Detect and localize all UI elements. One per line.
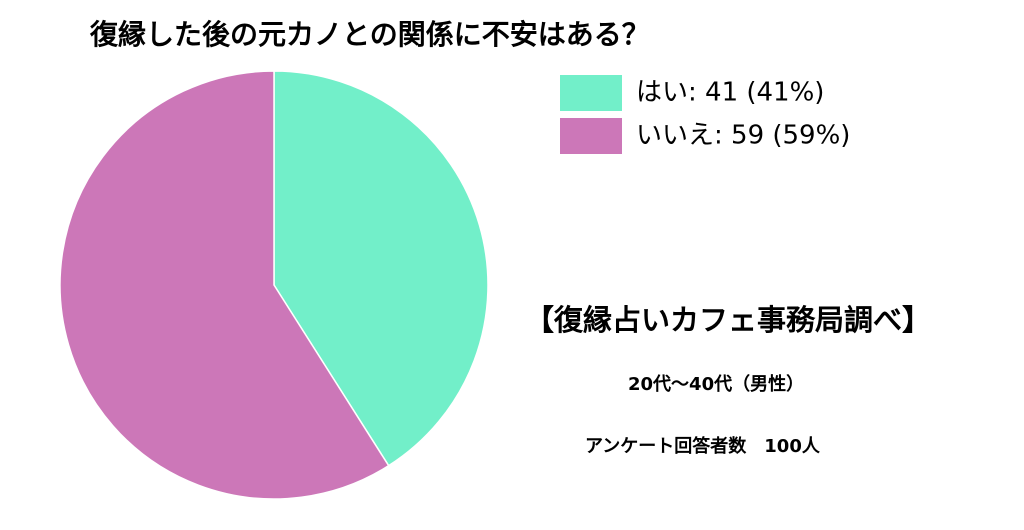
pie-slice — [59, 70, 390, 500]
legend-label: いいえ: 59 (59%) — [636, 121, 850, 151]
legend-swatch — [560, 75, 622, 111]
pie-slice — [273, 70, 489, 467]
legend-swatch — [560, 118, 622, 154]
chart-title: 復縁した後の元カノとの関係に不安はある？ — [89, 18, 650, 51]
legend-label: はい: 41 (41%) — [636, 78, 824, 108]
source-note: 【復縁占いカフェ事務局調べ】 — [525, 303, 931, 337]
respondents-note: アンケート回答者数 100人 — [585, 435, 821, 457]
demographic-note: 20代〜40代（男性） — [628, 373, 804, 395]
